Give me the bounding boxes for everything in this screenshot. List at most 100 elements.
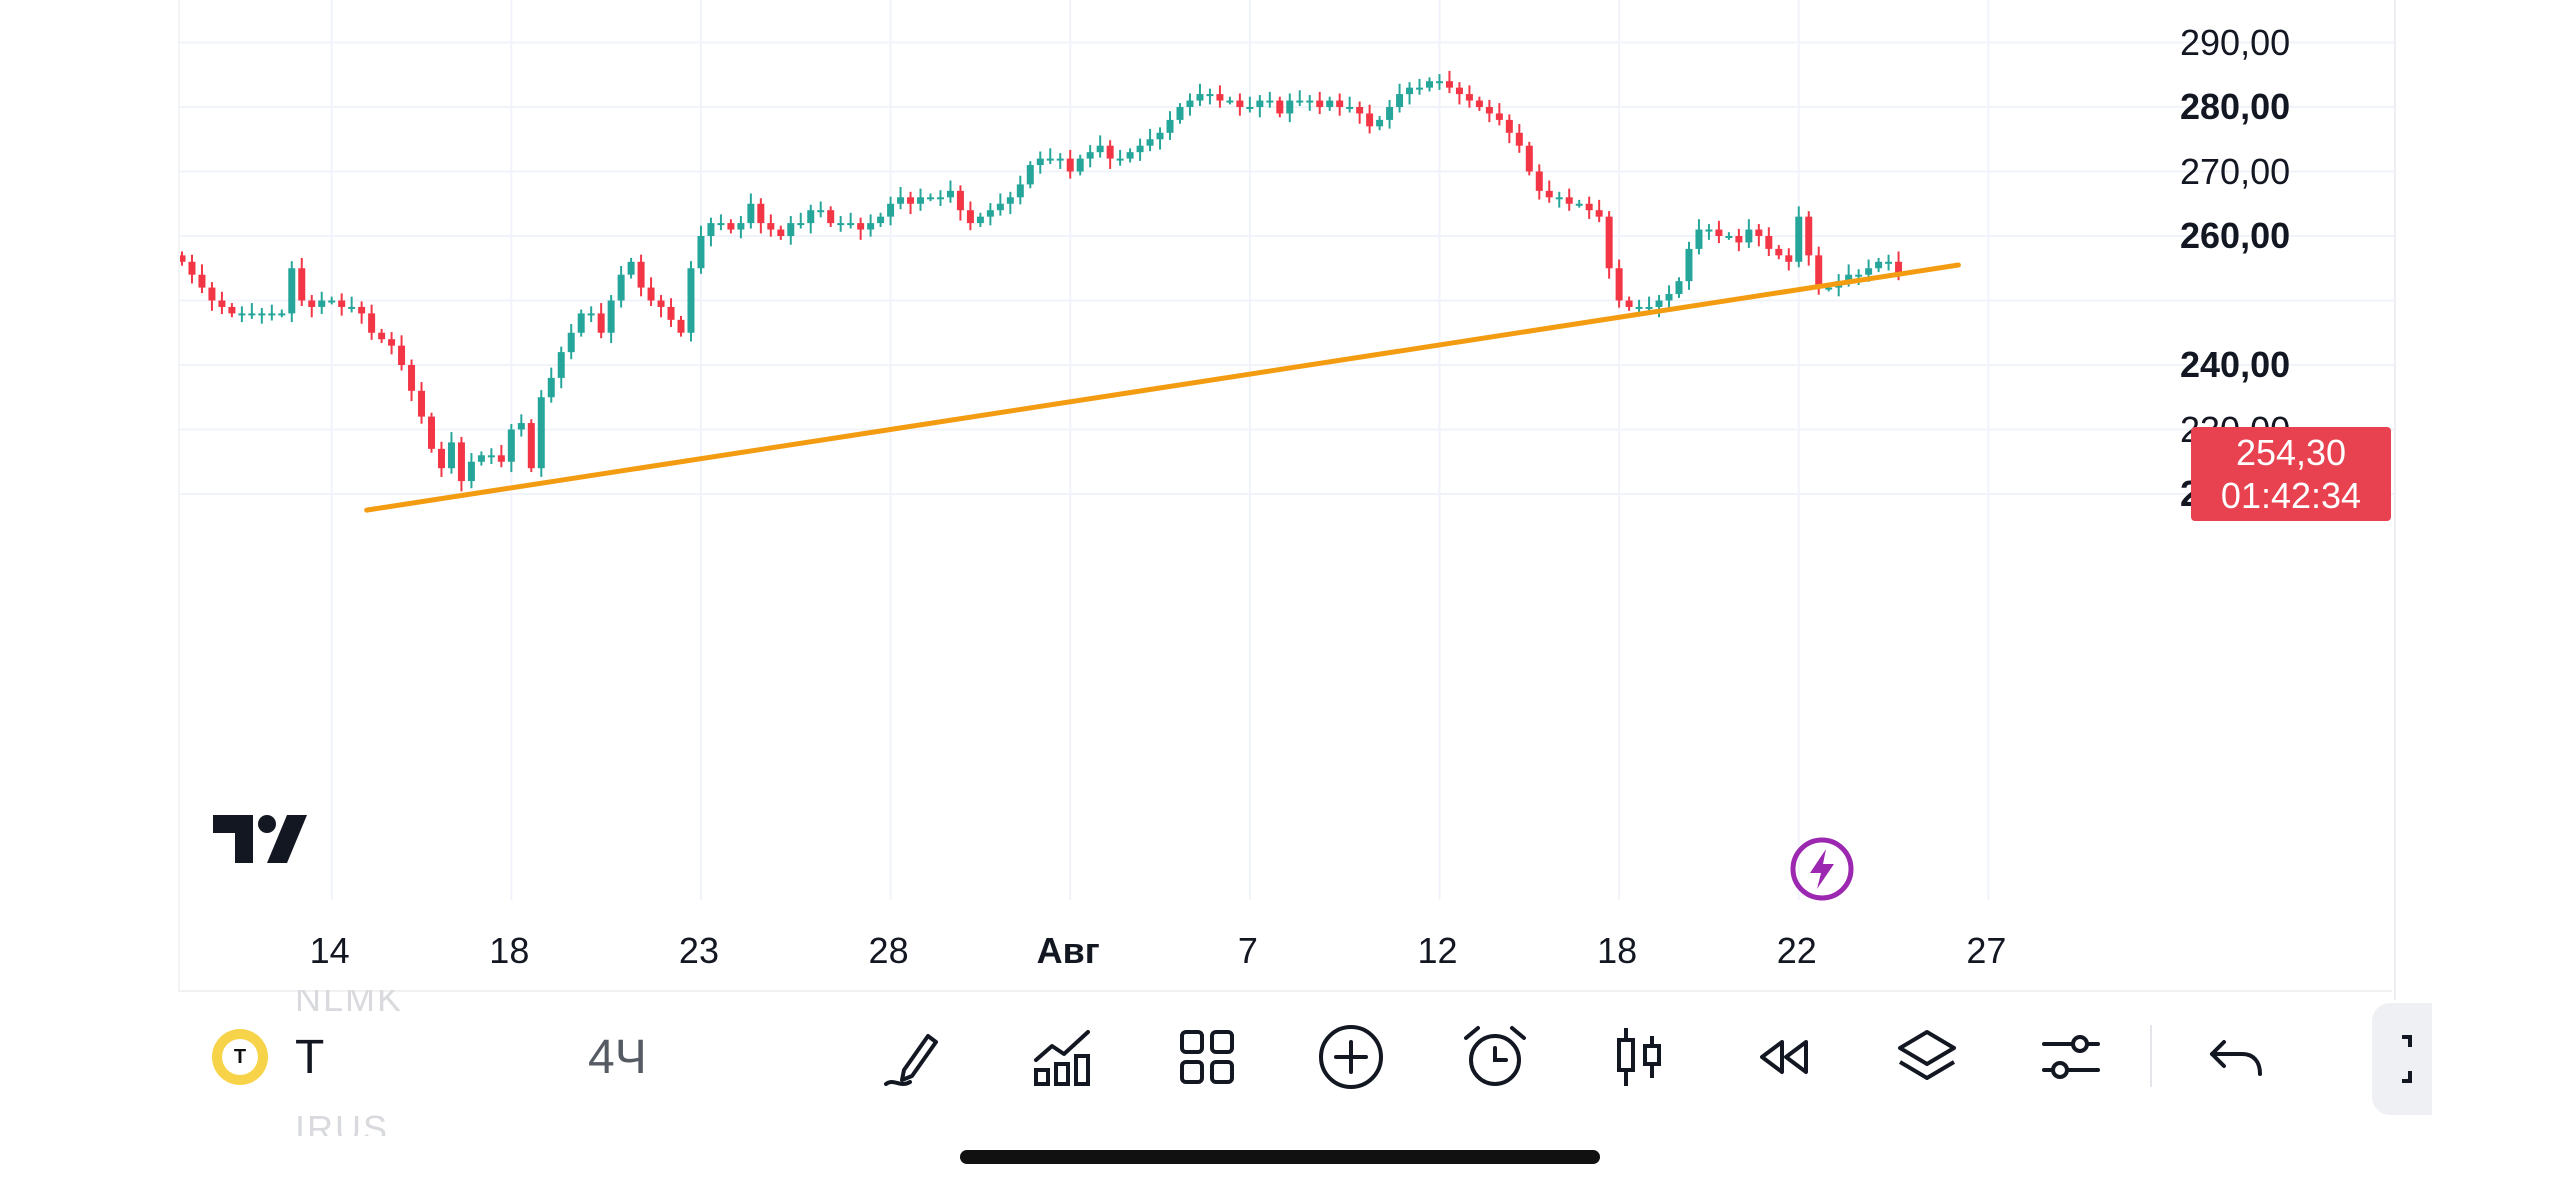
fullscreen-toggle-button[interactable] [2372,1003,2432,1115]
interval-selector[interactable]: 4Ч [588,1031,647,1084]
candle [1435,74,1443,90]
candle [1665,285,1673,308]
add-circle-icon[interactable] [1316,1022,1386,1092]
candle [1525,141,1533,176]
candle [877,212,885,227]
lightning-icon[interactable] [1790,837,1854,901]
candle [1535,164,1543,200]
time-tick-label: 14 [309,930,350,971]
candle [1745,219,1753,248]
candle [807,204,815,234]
replay-rewind-icon[interactable] [1748,1022,1818,1092]
candle [857,217,865,240]
symbol-name[interactable]: T [295,1031,325,1084]
layers-icon[interactable] [1892,1022,1962,1092]
candle [996,193,1004,216]
candle [1316,91,1324,115]
candle [1326,96,1334,111]
candle [1126,148,1134,163]
candle [467,453,475,489]
candle [1396,83,1404,113]
candle [767,214,775,237]
candle [1605,211,1613,279]
candle [188,254,196,284]
candle [707,217,715,247]
candle [1725,232,1733,240]
candle [1505,114,1513,144]
alarm-clock-icon[interactable] [1460,1022,1530,1092]
candle [597,303,605,339]
candle [378,328,386,344]
candle [398,335,406,371]
candle [1176,103,1184,124]
time-tick-label: 18 [1597,930,1638,971]
symbol-logo[interactable]: T [212,1029,268,1085]
candle [487,448,495,465]
indicators-icon[interactable] [1028,1022,1098,1092]
bottom-toolbar [178,990,2392,1122]
candle [218,291,226,315]
candle [897,186,905,210]
candle [1515,124,1523,153]
candle [757,198,765,234]
candle [577,309,585,337]
chart-area[interactable] [178,0,2396,1000]
candle [1615,259,1623,308]
candle [1445,70,1453,94]
candle [1356,101,1364,124]
candle [986,203,994,226]
candle [1266,91,1274,108]
candle [1735,228,1743,252]
symbol-list-prev[interactable]: NLMK [295,978,404,1019]
drawing-pen-icon[interactable] [880,1022,950,1092]
trendline[interactable] [364,262,1961,513]
grid-layout-icon[interactable] [1172,1022,1242,1092]
candle [1226,96,1234,105]
candle [1206,88,1214,105]
settings-sliders-icon[interactable] [2036,1022,2106,1092]
undo-icon[interactable] [2202,1022,2272,1092]
candle [318,291,326,315]
candle [1695,219,1703,255]
candle [268,304,276,321]
price-tick-label: 290,00 [2180,21,2291,63]
time-tick-label: 12 [1417,930,1458,971]
price-tick-label: 260,00 [2180,215,2291,256]
candle [1186,93,1194,116]
candle [457,436,465,492]
candle [667,298,675,327]
candle [1106,140,1114,169]
symbol-list-next[interactable]: IRUS [295,1108,390,1149]
candle [477,451,485,466]
time-tick-label: 22 [1776,930,1817,971]
candle [797,212,805,229]
candle [607,295,615,344]
candle [1406,82,1414,105]
candle [1116,149,1124,166]
candle [1685,241,1693,290]
expand-icon [2402,1035,2412,1083]
time-axis[interactable]: 14 18 23 28 Авг 7 12 18 22 27 [178,930,2178,980]
symbol-logo-letter: T [222,1039,258,1075]
candle [747,193,755,229]
candle [278,309,286,318]
last-price-badge: 254,30 01:42:34 [2191,427,2391,521]
candle [1675,277,1683,298]
candle [1455,82,1463,105]
chart-canvas[interactable] [180,0,2394,1000]
candle [1136,138,1144,161]
candle [1765,227,1773,256]
candle [447,432,455,474]
candle [1026,161,1034,189]
home-indicator [960,1150,1600,1164]
bar-countdown: 01:42:34 [2220,475,2362,516]
candle [248,303,256,319]
candle [697,225,705,274]
candle [1276,96,1284,118]
candle [308,295,316,318]
candle [1146,128,1154,152]
candle [1715,220,1723,244]
candle [627,257,635,279]
candlestick-style-icon[interactable] [1604,1022,1674,1092]
time-tick-label: 28 [868,930,909,971]
